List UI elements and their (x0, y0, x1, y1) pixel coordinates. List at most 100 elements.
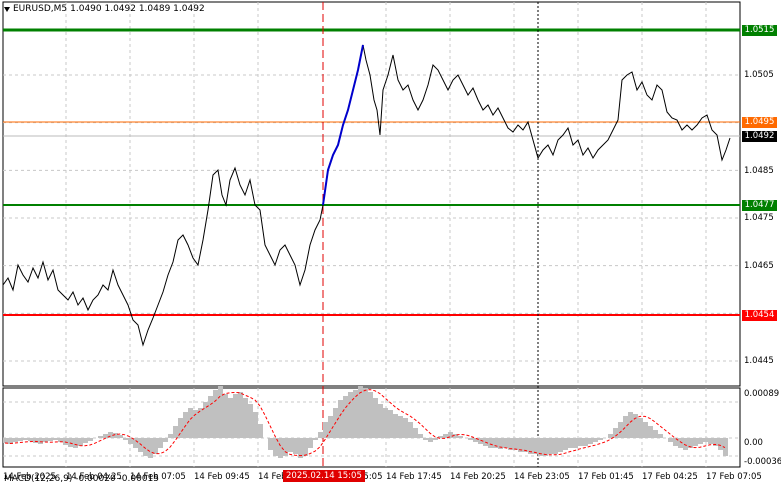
macd-histogram-bar (258, 424, 263, 438)
time-label: 14 Feb 17:45 (386, 472, 442, 482)
macd-histogram-bar (103, 434, 108, 438)
macd-histogram-bar (683, 438, 688, 450)
entry-level-badge: 1.0477 (742, 200, 777, 211)
macd-histogram-bar (653, 430, 658, 438)
macd-histogram-bar (53, 438, 58, 440)
macd-histogram-bar (528, 438, 533, 454)
support-level-badge: 1.0454 (742, 310, 777, 321)
macd-histogram-bar (398, 416, 403, 438)
macd-histogram-bar (188, 408, 193, 438)
macd-histogram-bar (358, 386, 363, 438)
macd-histogram-bar (158, 438, 163, 448)
macd-histogram-bar (3, 438, 8, 443)
macd-histogram-bar (458, 436, 463, 438)
macd-histogram-bar (163, 438, 168, 442)
macd-histogram-bar (598, 438, 603, 440)
time-label: 14 Feb 09:45 (194, 472, 250, 482)
price-tick: 1.0505 (744, 70, 774, 80)
impulse-highlight-series (322, 44, 364, 206)
macd-histogram-bar (568, 438, 573, 448)
macd-histogram-bar (213, 390, 218, 438)
macd-histogram-bar (123, 438, 128, 440)
macd-histogram-bar (473, 438, 478, 442)
macd-histogram-bar (433, 438, 438, 440)
current-price-badge: 1.0492 (742, 131, 777, 142)
target-level-badge: 1.0495 (742, 117, 777, 128)
macd-histogram-bar (233, 394, 238, 438)
macd-histogram-bar (348, 392, 353, 438)
macd-histogram-bar (278, 438, 283, 458)
macd-histogram-bar (68, 438, 73, 447)
macd-histogram-bar (723, 438, 728, 456)
macd-histogram-bar (303, 438, 308, 456)
macd-histogram-bar (283, 438, 288, 456)
macd-histogram-bar (268, 438, 273, 450)
macd-histogram-bar (313, 438, 318, 440)
time-label: 14 Feb 2025 (3, 472, 56, 482)
macd-histogram-bar (73, 438, 78, 448)
macd-histogram-bar (393, 414, 398, 438)
macd-histogram-bar (308, 438, 313, 448)
macd-histogram-bar (373, 398, 378, 438)
macd-histogram-bar (443, 434, 448, 438)
macd-histogram-bar (628, 412, 633, 438)
macd-histogram-bar (108, 432, 113, 438)
macd-histogram-bar (298, 438, 303, 458)
macd-histogram-bar (658, 434, 663, 438)
macd-histogram-bar (478, 438, 483, 444)
macd-histogram-bar (338, 400, 343, 438)
dropdown-triangle-icon[interactable] (4, 6, 10, 12)
macd-histogram-bar (223, 394, 228, 438)
macd-histogram-bar (368, 392, 373, 438)
macd-histogram-bar (173, 426, 178, 438)
macd-histogram-bar (593, 438, 598, 442)
price-tick: 1.0465 (744, 261, 774, 271)
time-label: 17 Feb 01:45 (578, 472, 634, 482)
price-tick: 1.0485 (744, 166, 774, 176)
macd-histogram-bar (228, 398, 233, 438)
macd-histogram-bar (293, 438, 298, 454)
ohlc-values: 1.0490 1.0492 1.0489 1.0492 (70, 4, 205, 14)
macd-histogram-bar (243, 398, 248, 438)
macd-pane-frame (2, 387, 741, 468)
macd-histogram-bar (553, 438, 558, 454)
macd-histogram-bar (328, 416, 333, 438)
crosshair-time-label: 2025.02.14 15:05 (283, 470, 365, 482)
macd-histogram-bar (563, 438, 568, 450)
macd-histogram-bar (493, 438, 498, 448)
macd-histogram-bar (253, 412, 258, 438)
macd-histogram-bar (18, 438, 23, 441)
macd-histogram-bar (343, 396, 348, 438)
macd-histogram-bar (318, 432, 323, 438)
macd-histogram-bar (423, 438, 428, 440)
macd-histogram-bar (668, 438, 673, 442)
macd-histogram-bar (43, 438, 48, 442)
macd-histogram-bar (633, 414, 638, 438)
macd-histogram-bar (273, 438, 278, 456)
macd-histogram-bar (573, 438, 578, 448)
macd-histogram-bar (548, 438, 553, 454)
macd-histogram-bar (383, 408, 388, 438)
macd-histogram-bar (538, 438, 543, 456)
macd-histogram-bar (453, 434, 458, 438)
macd-histogram-bar (608, 434, 613, 438)
macd-histogram-bar (613, 428, 618, 438)
macd-histogram-bar (198, 408, 203, 438)
macd-histogram-bar (498, 438, 503, 449)
time-label: 14 Feb 23:05 (514, 472, 570, 482)
macd-histogram-bar (288, 438, 293, 452)
macd-histogram-bar (708, 438, 713, 444)
macd-histogram-bar (218, 386, 223, 438)
macd-histogram-bar (248, 404, 253, 438)
macd-histogram-bar (428, 438, 433, 442)
macd-histogram-bar (503, 438, 508, 448)
macd-histogram-bar (48, 438, 53, 441)
macd-histogram-bar (508, 438, 513, 450)
macd-histogram-bar (413, 428, 418, 438)
macd-histogram-bar (148, 438, 153, 458)
time-label: 17 Feb 04:25 (642, 472, 698, 482)
macd-histogram-bar (83, 438, 88, 443)
macd-histogram-bar (203, 402, 208, 438)
